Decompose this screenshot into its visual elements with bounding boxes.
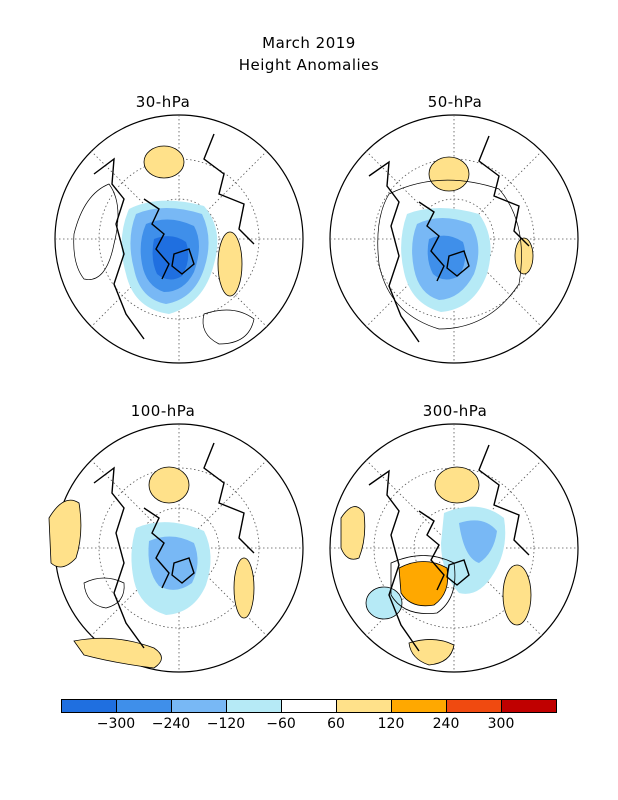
anomaly-positive-300hpa-c — [340, 506, 366, 560]
panel-label-50hpa: 50-hPa — [427, 93, 483, 111]
panel-label-300hpa: 300-hPa — [422, 402, 488, 420]
map-300hpa — [329, 423, 579, 673]
colorbar — [61, 699, 557, 713]
coastlines-300hpa — [368, 444, 530, 652]
figure-title: March 2019 — [262, 34, 356, 52]
colorbar-label: 300 — [487, 716, 515, 732]
figure-subtitle: Height Anomalies — [238, 56, 380, 74]
anomaly-positive-100hpa-b — [233, 557, 255, 619]
colorbar-cell — [61, 699, 117, 713]
anomaly-positive-30hpa-a — [143, 145, 185, 179]
colorbar-label: 60 — [327, 716, 345, 732]
anomaly-positive-300hpa-strong — [398, 561, 449, 607]
anomaly-positive-100hpa-d — [73, 637, 162, 669]
anomaly-positive-50hpa-b — [514, 237, 534, 275]
colorbar-cell — [116, 699, 172, 713]
contours-100hpa — [83, 577, 125, 609]
colorbar-label: −120 — [206, 716, 246, 732]
colorbar-label: −300 — [96, 716, 136, 732]
panel-label-30hpa: 30-hPa — [135, 93, 191, 111]
colorbar-cell — [446, 699, 502, 713]
panel-label-100hpa: 100-hPa — [130, 402, 196, 420]
colorbar-label: −240 — [151, 716, 191, 732]
anomaly-negative-300hpa-b — [365, 586, 403, 620]
colorbar-cell — [501, 699, 557, 713]
colorbar-label: 240 — [432, 716, 460, 732]
coastlines-100hpa — [93, 442, 255, 649]
anomaly-positive-50hpa-a — [428, 156, 470, 192]
contours-30hpa — [73, 183, 255, 345]
map-50hpa — [329, 114, 579, 364]
anomaly-positive-300hpa-b — [502, 564, 532, 626]
coastlines-50hpa — [368, 135, 530, 343]
map-100hpa — [48, 423, 304, 673]
map-30hpa — [54, 114, 304, 364]
contours-50hpa — [377, 179, 522, 330]
anomaly-positive-30hpa-b — [217, 231, 243, 297]
anomaly-positive-300hpa-a — [434, 466, 480, 504]
coastlines-30hpa — [93, 133, 255, 340]
colorbar-label: −60 — [266, 716, 296, 732]
colorbar-label: 120 — [377, 716, 405, 732]
anomaly-positive-100hpa-c — [48, 499, 82, 568]
colorbar-cell — [336, 699, 392, 713]
anomaly-positive-300hpa-d — [408, 639, 455, 666]
colorbar-cell — [171, 699, 227, 713]
colorbar-cell — [281, 699, 337, 713]
anomaly-positive-100hpa-a — [148, 466, 190, 504]
colorbar-cell — [391, 699, 447, 713]
colorbar-cell — [226, 699, 282, 713]
